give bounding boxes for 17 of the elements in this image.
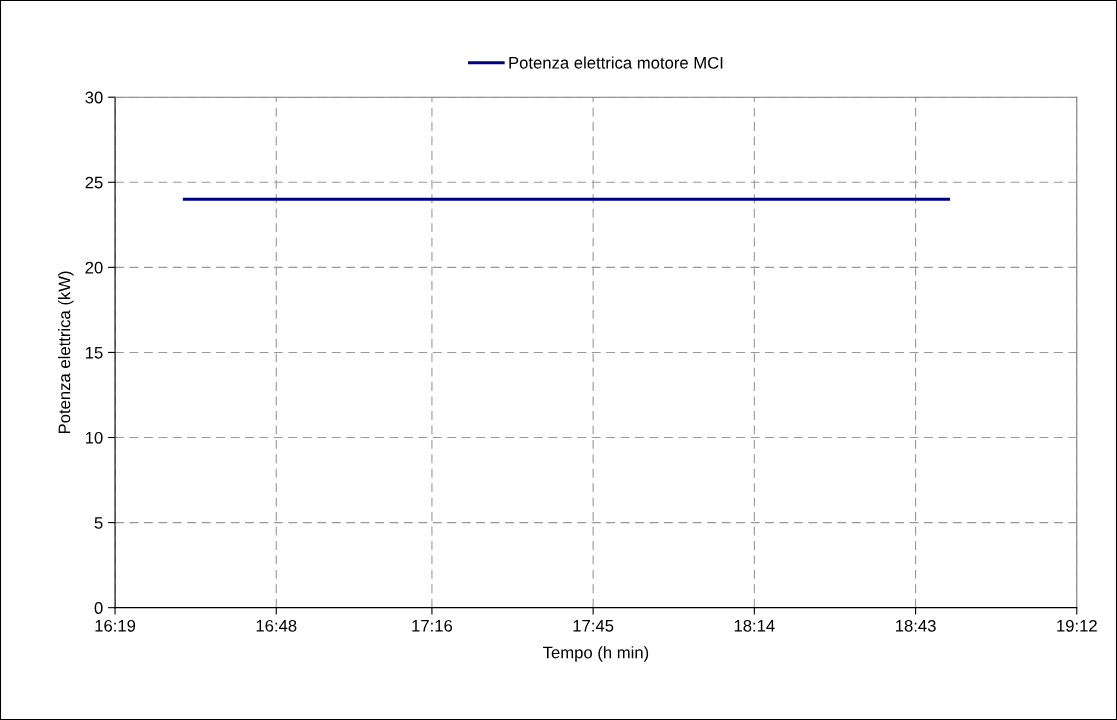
- x-tick-label: 18:14: [734, 619, 775, 632]
- x-tick-label: 16:19: [95, 619, 136, 632]
- y-tick-label: 30: [85, 91, 103, 104]
- x-tick-label: 17:45: [573, 620, 614, 632]
- y-tick-label: 20: [85, 261, 103, 274]
- legend-label: Potenza elettrica motore MCI: [509, 56, 723, 69]
- y-tick-label: 15: [85, 347, 103, 359]
- y-tick-label: 25: [85, 176, 103, 189]
- y-tick-label: 5: [94, 517, 103, 529]
- y-tick-label: 10: [85, 431, 103, 444]
- x-tick-label: 17:16: [412, 619, 453, 632]
- x-tick-label: 16:48: [256, 619, 297, 632]
- x-tick-label: 18:43: [896, 619, 936, 632]
- y-tick-label: 0: [94, 602, 103, 614]
- x-tick-label: 19:12: [1057, 619, 1097, 632]
- y-axis-title: Potenza elettrica (kW): [58, 271, 74, 434]
- x-axis-title: Tempo (h min): [543, 646, 649, 662]
